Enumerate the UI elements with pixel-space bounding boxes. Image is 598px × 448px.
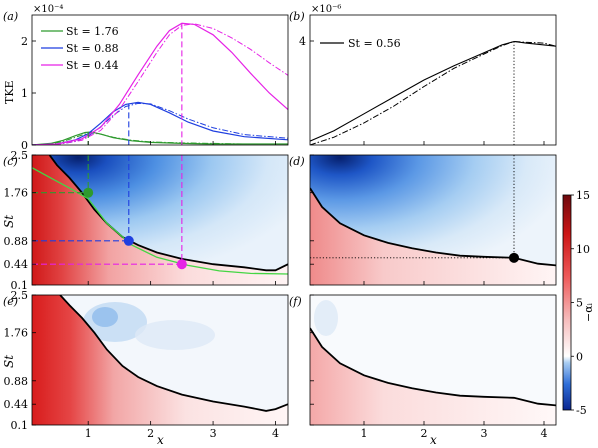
- legend-label-st-0-88: St = 0.88: [66, 42, 119, 55]
- panel-a-frame: [31, 14, 289, 146]
- panel-b: 4 (b) ×10⁻⁶ St = 0.56: [289, 4, 557, 146]
- panel-a-legend: St = 1.76 St = 0.88 St = 0.44: [41, 25, 119, 72]
- marker-c-st-1-76: [83, 187, 94, 198]
- a-ytick-label-0: 0: [21, 139, 28, 152]
- st-ylabel-e: St: [2, 355, 16, 368]
- panel-label-e: (e): [3, 295, 18, 308]
- panel-c-unstable-region: [32, 155, 288, 285]
- panel-c-overlay: [32, 155, 288, 275]
- panel-b-multiplier: ×10⁻⁶: [311, 4, 341, 15]
- panel-label-b: (b): [289, 10, 305, 23]
- panel-e-unstable-region: [32, 295, 288, 425]
- e-ytick-label-2.5: 2.5: [11, 289, 29, 302]
- st-ylabel-c: St: [2, 215, 16, 228]
- panel-c-heatmap: [32, 155, 288, 285]
- colorbar-tick-label-0: 0: [576, 350, 583, 363]
- panel-e-blue-haze: [135, 320, 215, 350]
- legend-label-st-0-44: St = 0.44: [66, 59, 119, 72]
- panel-c-frame: [31, 154, 289, 286]
- panel-f-blue-haze: [314, 300, 338, 336]
- a-ytick-label-2: 2: [21, 35, 28, 48]
- c-ytick-label-1.76: 1.76: [4, 187, 29, 200]
- panel-e: 2.5 1.76 0.88 0.44 0.1 1 2 3 4 (e) St x: [2, 289, 289, 447]
- tke-ylabel: TKE: [3, 80, 16, 104]
- panel-d-overlay: [310, 155, 556, 267]
- f-xtick-label-4: 4: [541, 427, 548, 440]
- panel-d-frame: [309, 154, 557, 286]
- green-reference-curve-c: [32, 167, 288, 275]
- panel-d: (d): [289, 154, 557, 286]
- panel-d-heatmap: [310, 155, 556, 285]
- tke-dashdot-line-st-044: [32, 23, 288, 145]
- colorbar-ticks: 15 10 5 0 -5: [571, 189, 590, 417]
- panel-e-blue-core: [92, 307, 118, 327]
- panel-a: 0 1 2 (a) ×10⁻⁴ TKE St = 1.76 St = 0.88 St…: [3, 4, 289, 152]
- panel-d-ticks: [310, 154, 545, 286]
- legend-label-st-1-76: St = 1.76: [66, 25, 119, 38]
- f-xtick-label-1: 1: [361, 427, 368, 440]
- panel-label-c: (c): [3, 155, 18, 168]
- f-xtick-label-2: 2: [421, 427, 428, 440]
- panel-f-unstable-region: [310, 295, 556, 425]
- panel-f-overlay: [310, 327, 556, 407]
- colorbar-tick-label--5: -5: [576, 404, 587, 417]
- e-ytick-label-0.88: 0.88: [4, 375, 29, 388]
- colorbar-tick-label-10: 10: [576, 243, 590, 256]
- x-label-f: x: [430, 433, 437, 447]
- marker-d: [509, 252, 519, 263]
- panel-f-heatmap: [310, 295, 556, 425]
- panel-f: 1 2 3 4 (f) x: [289, 294, 557, 447]
- e-ytick-label-0.44: 0.44: [4, 398, 29, 411]
- panel-c-ticks: 2.5 1.76 0.88 0.44 0.1: [4, 149, 276, 292]
- tke-line-st-176: [32, 131, 288, 145]
- panel-label-d: (d): [289, 155, 305, 168]
- c-ytick-label-0.88: 0.88: [4, 235, 29, 248]
- colorbar: 15 10 5 0 -5 −αᵢ: [562, 189, 595, 417]
- tke-line-st-056: [310, 40, 556, 142]
- c-ytick-label-0.44: 0.44: [4, 258, 29, 271]
- panel-a-ticks: 0 1 2: [21, 35, 276, 152]
- panel-label-a: (a): [3, 10, 18, 23]
- x-label-e: x: [157, 433, 164, 447]
- e-xtick-label-3: 3: [210, 427, 217, 440]
- panel-f-ticks: 1 2 3 4: [310, 294, 548, 440]
- panel-e-frame: [31, 294, 289, 426]
- panel-e-ticks: 2.5 1.76 0.88 0.44 0.1 1 2 3 4: [4, 289, 280, 440]
- panel-b-ticks: 4: [299, 35, 545, 145]
- a-ytick-label-1: 1: [21, 87, 28, 100]
- e-ytick-label-0.1: 0.1: [11, 419, 29, 432]
- e-xtick-label-2: 2: [147, 427, 154, 440]
- panel-e-heatmap: [32, 295, 288, 425]
- tke-dashdot-line-st-056: [310, 40, 556, 145]
- colorbar-gradient: [562, 194, 572, 411]
- c-ytick-label-0.1: 0.1: [11, 279, 29, 292]
- neutral-curve-c: [48, 155, 288, 272]
- colorbar-tick-label-5: 5: [576, 297, 583, 310]
- panel-a-plot-area: [32, 22, 288, 145]
- e-ytick-label-1.76: 1.76: [4, 327, 29, 340]
- panel-label-f: (f): [289, 295, 302, 308]
- panel-e-overlay: [59, 295, 288, 412]
- colorbar-tick-label-15: 15: [576, 189, 590, 202]
- panel-c: 2.5 1.76 0.88 0.44 0.1 (c) St: [2, 149, 289, 292]
- neutral-curve-f: [310, 327, 556, 407]
- f-xtick-label-3: 3: [481, 427, 488, 440]
- tke-dashdot-line-st-176: [32, 132, 288, 145]
- panel-b-frame: [309, 14, 557, 146]
- tke-line-st-088: [32, 101, 288, 145]
- e-xtick-label-4: 4: [272, 427, 279, 440]
- panel-f-frame: [309, 294, 557, 426]
- marker-c-st-0-44: [176, 259, 187, 270]
- b-ytick-label-4: 4: [299, 35, 306, 48]
- e-xtick-label-1: 1: [85, 427, 92, 440]
- marker-c-st-0-88: [123, 235, 134, 246]
- legend-label-st-0-56: St = 0.56: [348, 37, 401, 50]
- panel-d-unstable-region: [310, 155, 556, 285]
- neutral-curve-e: [59, 295, 288, 412]
- panel-a-multiplier: ×10⁻⁴: [33, 4, 63, 15]
- panel-b-plot-area: [310, 40, 556, 145]
- colorbar-label: −αᵢ: [582, 302, 595, 322]
- c-ytick-label-2.5: 2.5: [11, 149, 29, 162]
